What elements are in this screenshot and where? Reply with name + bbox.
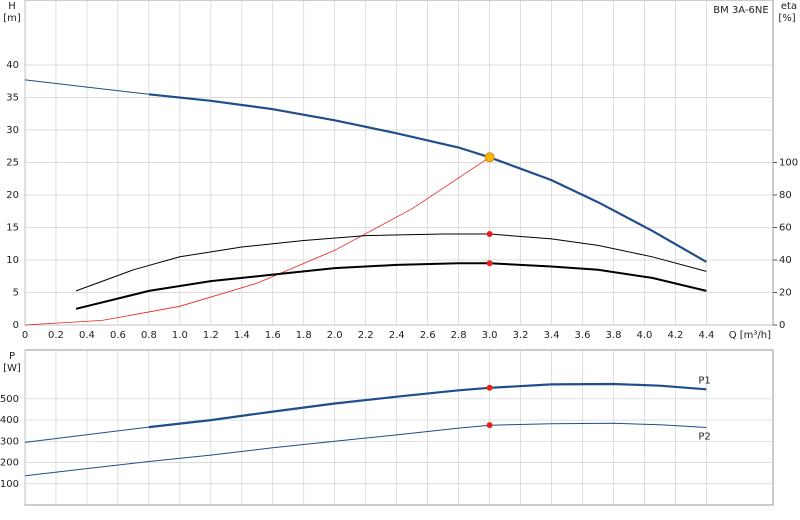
y-axis-label: P xyxy=(9,351,15,362)
curve xyxy=(75,233,707,292)
x-tick-label: 3.0 xyxy=(482,330,498,341)
plot-frame xyxy=(24,349,774,506)
x-tick-label: 1.4 xyxy=(234,330,250,341)
y2-tick-label: 60 xyxy=(779,223,792,234)
x-tick-label: 0.6 xyxy=(110,330,126,341)
operating-point xyxy=(486,384,493,391)
x-tick-label: 0.2 xyxy=(48,330,64,341)
y2-axis-label: eta xyxy=(781,1,797,12)
y-tick-label: 35 xyxy=(6,93,19,104)
curve xyxy=(75,262,707,310)
y-tick-label: 10 xyxy=(6,255,19,266)
x-tick-label: 3.6 xyxy=(575,330,591,341)
y2-axis-unit: [%] xyxy=(778,13,795,24)
x-tick-label: 3.8 xyxy=(606,330,622,341)
x-tick-label: 0.8 xyxy=(141,330,157,341)
operating-point xyxy=(486,231,493,237)
curve xyxy=(24,156,490,326)
x-tick-label: 4.0 xyxy=(637,330,653,341)
x-axis-label: Q [m³/h] xyxy=(729,330,771,341)
x-tick-label: 1.2 xyxy=(203,330,219,341)
y-axis-unit: [m] xyxy=(3,13,21,24)
curve xyxy=(148,382,707,429)
x-tick-label: 2.6 xyxy=(420,330,436,341)
y-tick-label: 15 xyxy=(6,223,19,234)
x-tick-label: 2.0 xyxy=(327,330,343,341)
x-tick-label: 1.8 xyxy=(296,330,312,341)
y-tick-label: 0 xyxy=(13,320,19,331)
y-tick-label: 40 xyxy=(6,60,19,71)
y2-tick-label: 0 xyxy=(779,320,785,331)
y-tick-label: 100 xyxy=(0,479,19,490)
y2-tick-label: 20 xyxy=(779,288,792,299)
operating-point xyxy=(486,422,493,429)
y-tick-label: 400 xyxy=(0,415,19,426)
x-tick-label: 0.4 xyxy=(79,330,95,341)
x-tick-label: 3.4 xyxy=(544,330,560,341)
y-tick-label: 20 xyxy=(6,190,19,201)
x-tick-label: 0 xyxy=(22,330,28,341)
y-axis-label: H xyxy=(8,1,16,12)
y-tick-label: 200 xyxy=(0,458,19,469)
series-label: P1 xyxy=(698,375,710,386)
x-tick-label: 4.4 xyxy=(698,330,714,341)
y-tick-label: 500 xyxy=(0,394,19,405)
y2-tick-label: 40 xyxy=(779,255,792,266)
model-label: BM 3A-6NE xyxy=(713,5,768,16)
series-label: P2 xyxy=(698,432,710,443)
y-tick-label: 5 xyxy=(13,288,19,299)
curve xyxy=(24,426,149,443)
x-tick-label: 2.4 xyxy=(389,330,405,341)
operating-point xyxy=(484,152,495,163)
y2-tick-label: 80 xyxy=(779,190,792,201)
x-tick-label: 1.0 xyxy=(172,330,188,341)
x-tick-label: 3.2 xyxy=(513,330,529,341)
x-tick-label: 4.2 xyxy=(667,330,683,341)
operating-point xyxy=(486,260,493,267)
y-tick-label: 30 xyxy=(6,125,19,136)
x-tick-label: 1.6 xyxy=(265,330,281,341)
curve xyxy=(24,79,149,95)
curve xyxy=(24,422,707,477)
y-tick-label: 300 xyxy=(0,436,19,447)
y-axis-unit: [W] xyxy=(3,363,21,374)
y-tick-label: 25 xyxy=(6,158,19,169)
x-tick-label: 2.8 xyxy=(451,330,467,341)
curve xyxy=(148,93,707,263)
y2-tick-label: 100 xyxy=(779,158,798,169)
x-tick-label: 2.2 xyxy=(358,330,374,341)
